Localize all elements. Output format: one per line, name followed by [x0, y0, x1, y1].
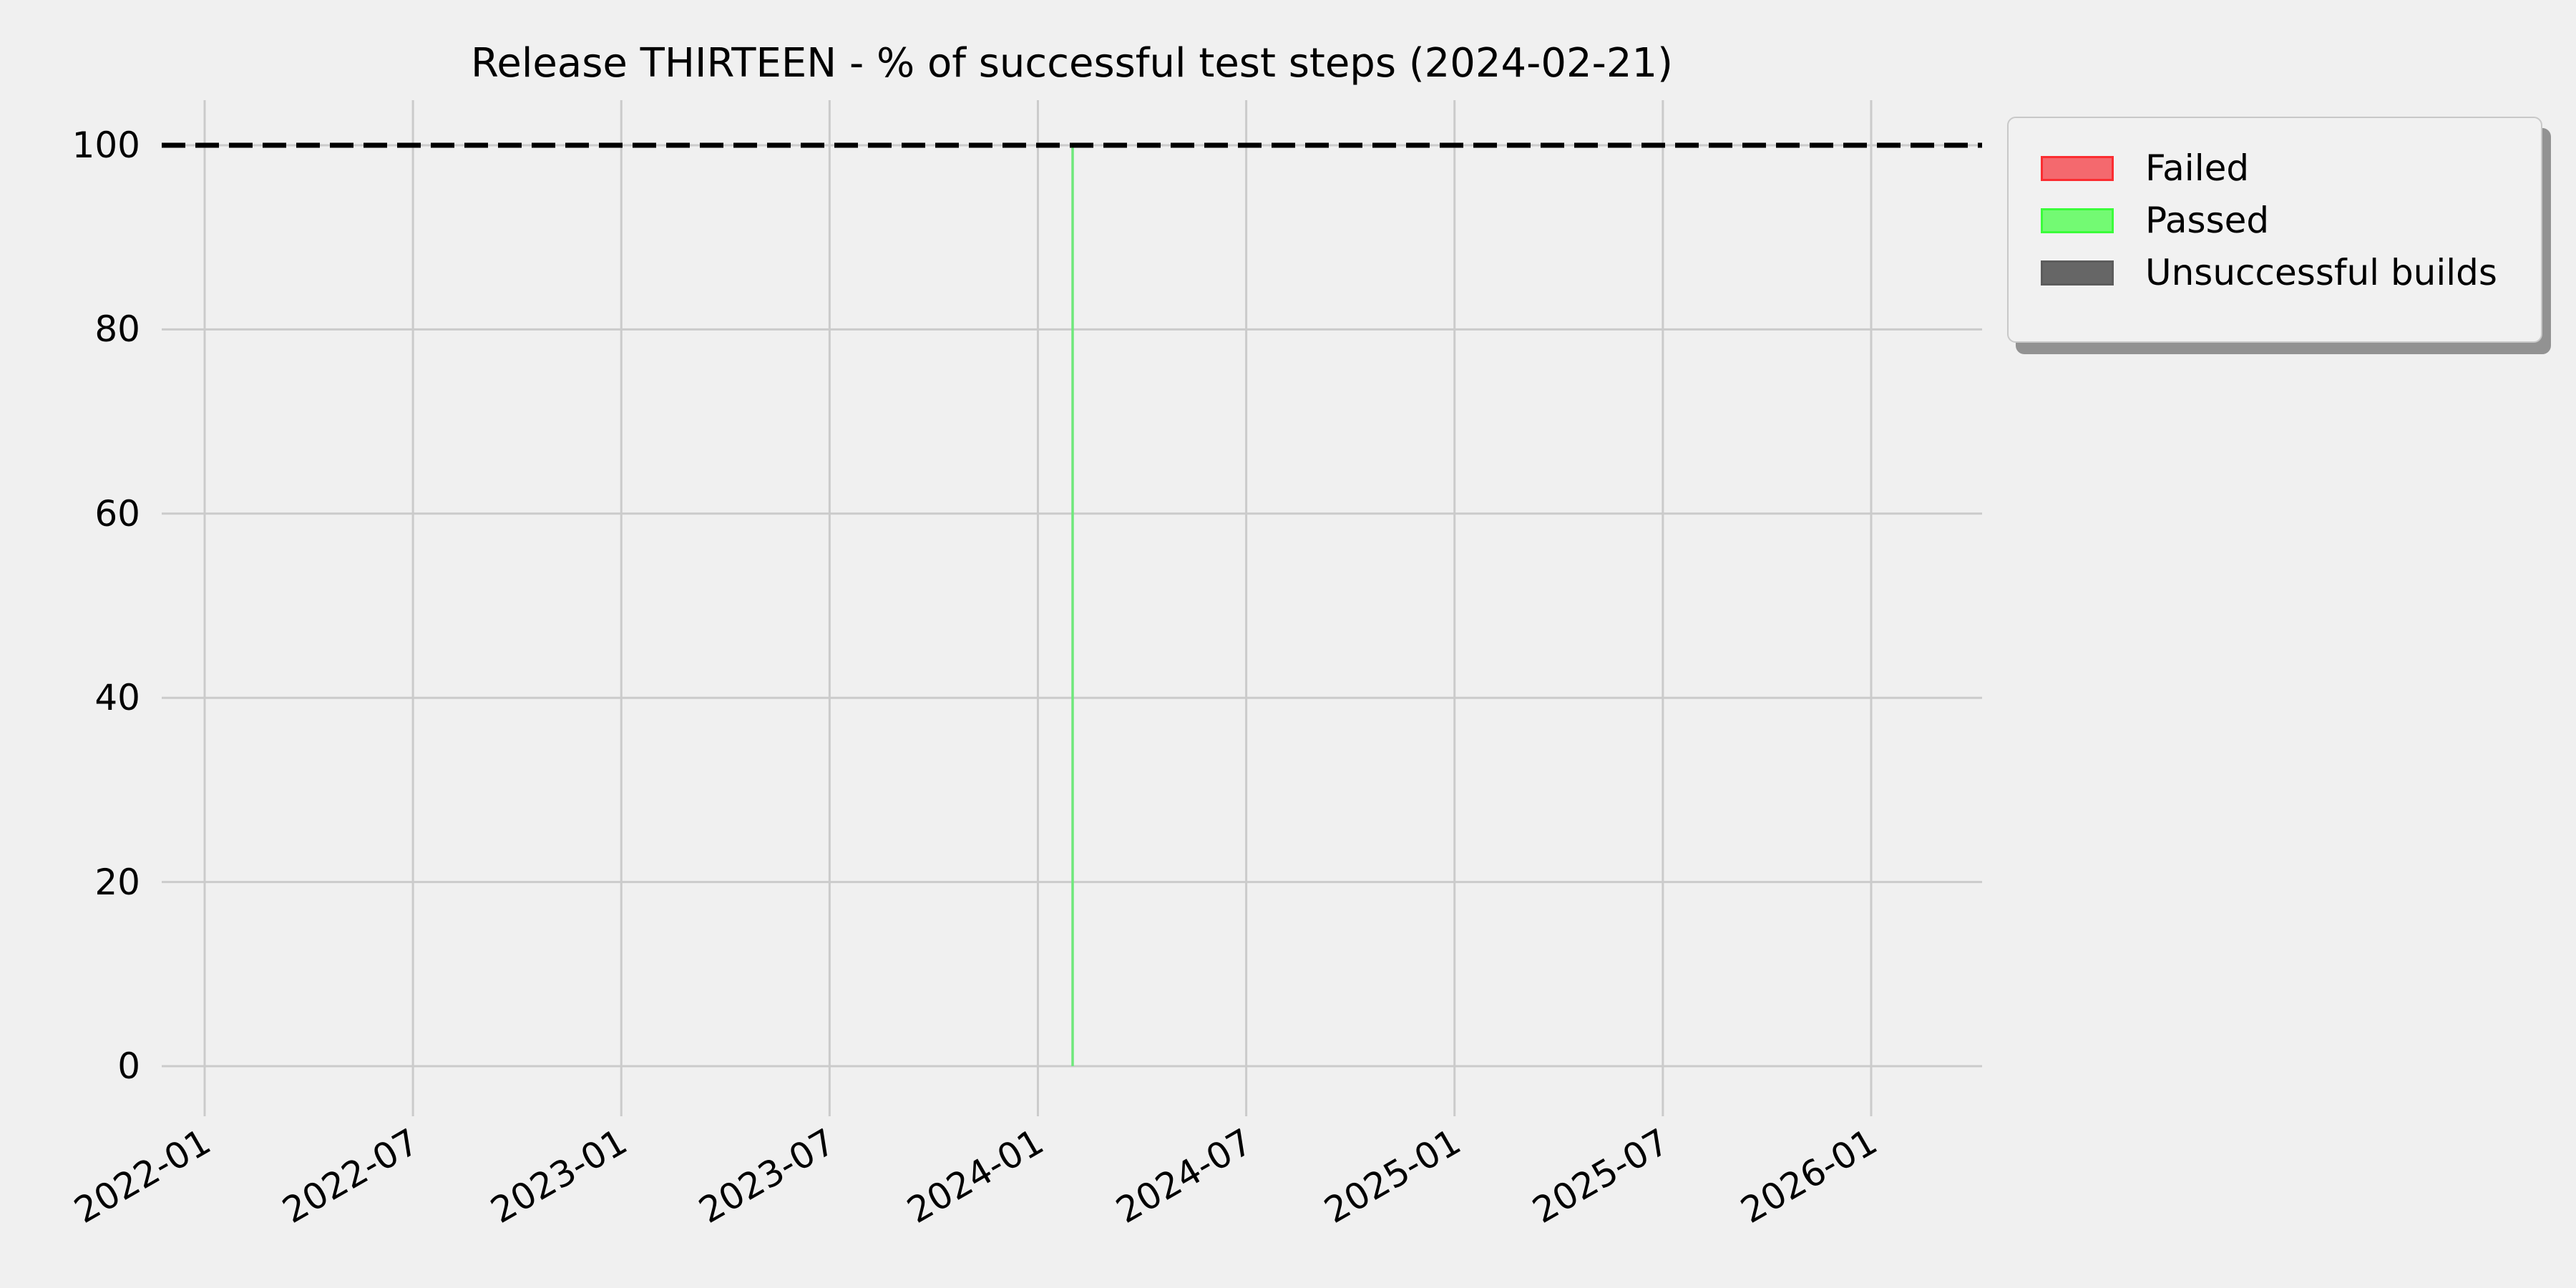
legend-label-passed: Passed [2145, 200, 2270, 241]
passed-bar [1071, 145, 1074, 1066]
y-tick-label: 20 [94, 861, 140, 903]
y-tick-label: 80 [94, 308, 140, 351]
legend-label-unsuccessful-builds: Unsuccessful builds [2145, 252, 2497, 293]
y-tick-label: 100 [72, 125, 140, 166]
legend-label-failed: Failed [2145, 147, 2250, 189]
legend-item-failed: Failed [2041, 147, 2250, 189]
legend-swatch-unsuccessful-builds [2041, 260, 2114, 286]
chart-title: Release THIRTEEN - % of successful test … [471, 40, 1673, 87]
y-tick-label: 40 [94, 677, 140, 719]
legend-swatch-passed [2041, 208, 2114, 233]
legend: Failed Passed Unsuccessful builds [2007, 117, 2542, 343]
legend-swatch-failed [2041, 155, 2114, 181]
legend-item-passed: Passed [2041, 203, 2269, 238]
y-tick-label: 0 [117, 1045, 140, 1087]
y-tick-label: 60 [94, 492, 140, 535]
legend-item-unsuccessful-builds: Unsuccessful builds [2041, 252, 2497, 293]
